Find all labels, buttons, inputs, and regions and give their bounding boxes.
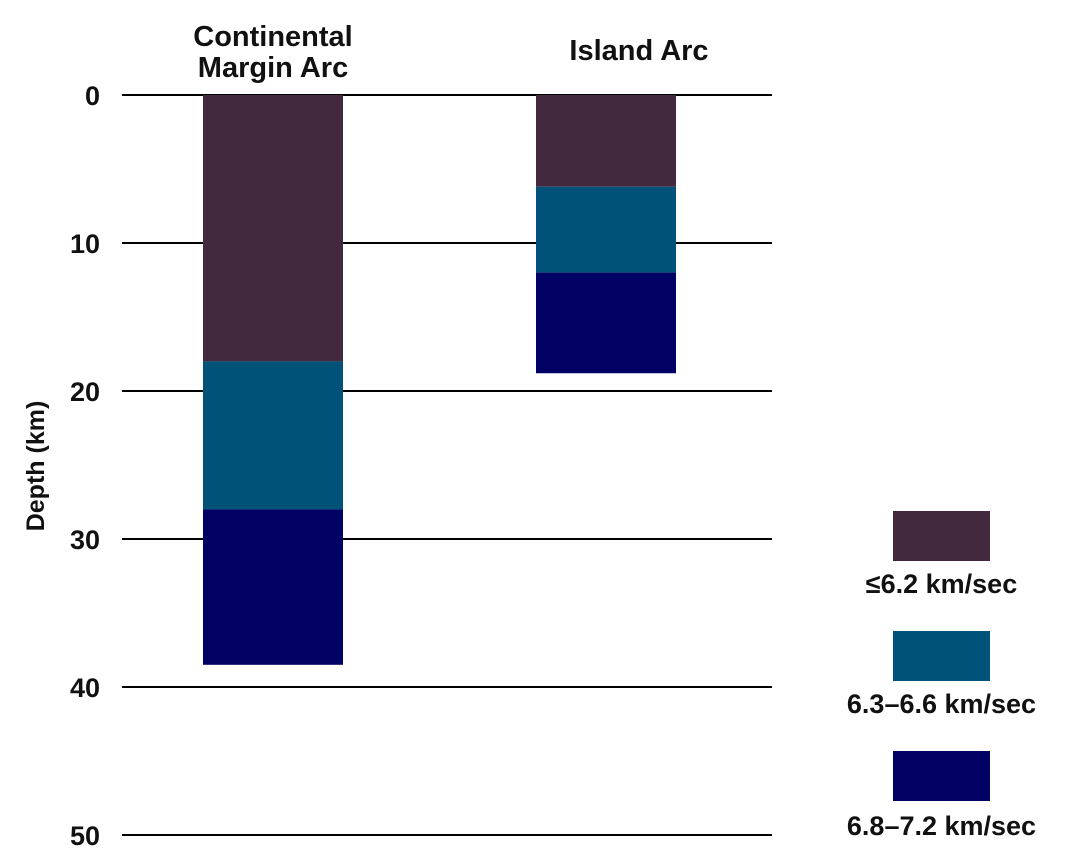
- layer-bar: [203, 509, 343, 665]
- legend-label: 6.8–7.2 km/sec: [847, 811, 1036, 841]
- column-title: Continental: [193, 21, 353, 53]
- legend-swatch: [893, 751, 990, 801]
- layer-bar: [203, 95, 343, 362]
- layer-bar: [536, 272, 676, 374]
- legend-label: 6.3–6.6 km/sec: [847, 689, 1036, 719]
- y-tick-label: 50: [70, 821, 100, 849]
- legend-label: ≤6.2 km/sec: [866, 569, 1017, 599]
- column-title: Island Arc: [569, 35, 708, 67]
- y-tick-label: 20: [70, 377, 100, 407]
- layer-bar: [536, 186, 676, 273]
- y-axis-label: Depth (km): [22, 401, 50, 532]
- layer-bar: [203, 361, 343, 510]
- y-tick-label: 10: [70, 229, 100, 259]
- legend: ≤6.2 km/sec 6.3–6.6 km/sec 6.8–7.2 km/sec: [847, 511, 1036, 841]
- y-tick-label: 40: [70, 673, 100, 703]
- tick-labels: 0 10 20 30 40 50: [70, 81, 100, 849]
- layer-bar: [536, 95, 676, 187]
- y-tick-label: 0: [85, 81, 100, 111]
- bars-layer: [203, 95, 676, 665]
- column-title: Margin Arc: [198, 52, 348, 84]
- y-tick-label: 30: [70, 525, 100, 555]
- legend-swatch: [893, 631, 990, 681]
- legend-swatch: [893, 511, 990, 561]
